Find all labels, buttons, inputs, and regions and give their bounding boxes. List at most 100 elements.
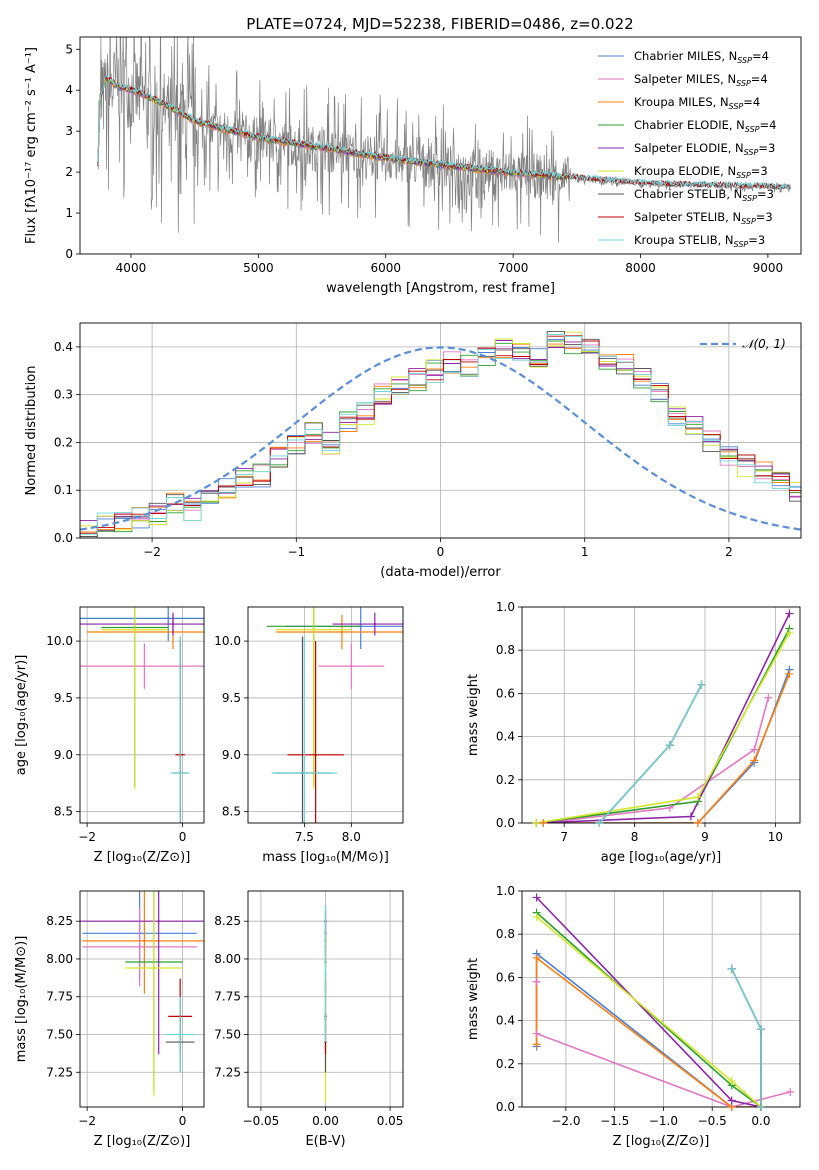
legend-label-kroupa_miles: Kroupa MILES, NSSP=4	[634, 95, 760, 111]
x-tick-label: 0.00	[312, 1114, 339, 1128]
y-tick-label: 9.0	[54, 748, 73, 762]
y-tick-label: 0.4	[496, 730, 515, 744]
x-tick-label: 0	[179, 1114, 187, 1128]
y-tick-label: 0.0	[54, 531, 73, 545]
y-tick-label: 0.8	[496, 927, 515, 941]
y-tick-label: 0.4	[54, 340, 73, 354]
y-tick-label: 7.25	[46, 1065, 73, 1079]
weight-marker-kroupa_elodie	[532, 819, 541, 827]
x-tick-label: −2	[78, 830, 96, 844]
weight-marker-kroupa_stelib	[727, 964, 736, 973]
y-axis-label: mass [log₁₀(M/M⊙)]	[14, 936, 29, 1063]
weight-line-chabrier_miles	[543, 669, 791, 823]
weight-marker-kroupa_elodie	[693, 793, 702, 802]
x-tick-label: 8000	[625, 261, 656, 275]
axes-frame	[521, 606, 801, 824]
weight-line-kroupa_elodie	[535, 632, 791, 823]
weight-marker-kroupa_miles	[750, 756, 759, 765]
weight-marker-salpeter_miles	[750, 745, 759, 754]
x-tick-label: 9000	[753, 261, 784, 275]
data-point-kroupa_miles	[340, 630, 344, 634]
y-tick-label: 0.6	[496, 686, 515, 700]
x-tick-label: 0	[437, 545, 445, 559]
weight-marker-salpeter_miles	[764, 693, 773, 702]
legend-label-salpeter_elodie: Salpeter ELODIE, NSSP=3	[634, 141, 775, 157]
x-tick-label: 0	[179, 830, 187, 844]
y-tick-label: 8.5	[222, 805, 241, 819]
weight-line-kroupa_miles	[535, 956, 761, 1107]
weight-marker-kroupa_elodie	[785, 628, 794, 637]
y-tick-label: 8.00	[46, 952, 73, 966]
y-axis-label: age [log₁₀(age/yr)]	[14, 655, 29, 776]
panel-weight_vs_Z: −2.0 −1.5 −1.0 −0.5 0.0 0.0 0.2 0.4 0.6 0.8 1.0 Z […	[466, 884, 801, 1149]
weight-marker-kroupa_miles	[693, 819, 702, 827]
x-tick-label: 7000	[498, 261, 529, 275]
data-point-salpeter_elodie	[373, 622, 377, 626]
plot-area	[80, 891, 204, 1097]
x-axis-label: wavelength [Angstrom, rest frame]	[326, 281, 555, 296]
data-point-kroupa_stelib	[303, 771, 306, 775]
x-axis-label: Z [log₁₀(Z/Z⊙)]	[613, 1134, 710, 1149]
y-tick-label: 8.00	[214, 952, 241, 966]
y-tick-label: 10.0	[46, 634, 73, 648]
x-tick-label: 10	[768, 830, 783, 844]
y-tick-label: 5	[65, 42, 73, 56]
model-spectrum-kroupa_stelib	[97, 73, 791, 190]
y-tick-label: 8.25	[214, 914, 241, 928]
weight-line-chabrier_elodie	[535, 628, 791, 823]
x-tick-label: 9	[701, 830, 709, 844]
x-tick-label: 4000	[116, 261, 147, 275]
y-tick-label: 3	[65, 124, 73, 138]
weight-line-salpeter_elodie	[536, 613, 791, 823]
plot-area	[80, 607, 204, 823]
y-axis-label: mass weight	[466, 674, 481, 756]
weight-line-salpeter_stelib	[730, 968, 762, 1107]
y-tick-label: 1.0	[496, 884, 515, 898]
y-tick-label: 9.0	[222, 748, 241, 762]
axes-frame	[247, 890, 404, 1108]
y-tick-label: 10.0	[214, 634, 241, 648]
data-point-kroupa_stelib	[324, 972, 327, 976]
weight-marker-salpeter_miles	[786, 1087, 795, 1096]
x-tick-label: 0.0	[751, 1114, 770, 1128]
y-axis-label: Normed distribution	[24, 366, 39, 496]
weight-marker-kroupa_stelib	[756, 1025, 765, 1034]
legend-label-salpeter_stelib: Salpeter STELIB, NSSP=3	[634, 210, 773, 226]
plot-area	[97, 37, 792, 243]
weight-marker-salpeter_elodie	[785, 609, 794, 618]
normal-curve-line	[80, 346, 801, 531]
y-tick-label: 7.50	[214, 1027, 241, 1041]
x-tick-label: −2.0	[551, 1114, 580, 1128]
y-tick-label: 0.2	[496, 773, 515, 787]
weight-marker-kroupa_stelib	[595, 819, 604, 827]
y-tick-label: 7.75	[214, 990, 241, 1004]
panel-residual_histogram: −2 −1 0 1 2 0.0 0.1 0.2 0.3 0.4 (data-model)/error…	[24, 322, 802, 580]
weight-marker-salpeter_elodie	[686, 812, 695, 821]
histogram-step-chabrier_miles	[80, 338, 801, 538]
data-point-kroupa_miles	[143, 939, 146, 943]
x-tick-label: 2	[725, 545, 733, 559]
data-point-salpeter_stelib	[314, 753, 317, 756]
y-tick-label: 0.3	[54, 388, 73, 402]
panel-age_vs_Z: −2 0 8.5 9.0 9.5 10.0 Z [log₁₀(Z/Z⊙)] age [log₁…	[14, 606, 205, 865]
x-tick-label: 0.05	[377, 1114, 404, 1128]
y-tick-label: 0.4	[496, 1014, 515, 1028]
plot-area	[266, 607, 403, 823]
y-tick-label: 0.0	[496, 1100, 515, 1114]
x-tick-label: 1	[581, 545, 589, 559]
weight-marker-kroupa_stelib	[665, 741, 674, 750]
x-tick-label: −2	[78, 1114, 96, 1128]
weight-marker-salpeter_elodie	[532, 893, 541, 902]
panel-age_vs_mass: 7.5 8.0 8.5 9.0 9.5 10.0 mass [log₁₀(M/M⊙)]	[214, 606, 404, 865]
legend-label-kroupa_stelib: Kroupa STELIB, NSSP=3	[634, 233, 765, 249]
weight-line-kroupa_miles	[543, 673, 791, 823]
legend-label-chabrier_elodie: Chabrier ELODIE, NSSP=4	[634, 118, 776, 134]
weight-marker-salpeter_miles	[532, 1029, 541, 1038]
weight-marker-salpeter_elodie	[727, 1096, 736, 1105]
plot-area	[324, 906, 327, 1103]
data-point-chabrier_miles	[167, 617, 170, 620]
weight-marker-kroupa_stelib	[697, 680, 706, 689]
weight-marker-kroupa_miles	[532, 953, 541, 962]
data-point-kroupa_stelib	[178, 1033, 182, 1036]
